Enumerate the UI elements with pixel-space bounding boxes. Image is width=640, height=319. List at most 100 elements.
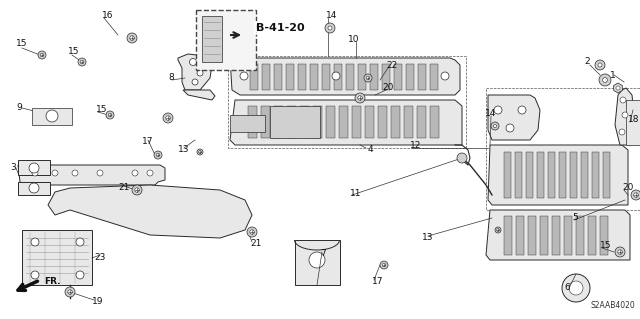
Circle shape xyxy=(154,151,162,159)
Circle shape xyxy=(309,252,325,268)
Text: 15: 15 xyxy=(600,241,611,250)
Text: 18: 18 xyxy=(628,115,639,124)
Circle shape xyxy=(198,151,202,153)
Circle shape xyxy=(76,238,84,246)
Circle shape xyxy=(106,111,114,119)
Circle shape xyxy=(619,129,625,135)
Polygon shape xyxy=(504,152,511,198)
Circle shape xyxy=(441,72,449,80)
Circle shape xyxy=(491,122,499,130)
Circle shape xyxy=(240,72,248,80)
Polygon shape xyxy=(334,64,342,90)
Text: 9: 9 xyxy=(16,103,22,113)
Polygon shape xyxy=(298,64,306,90)
Circle shape xyxy=(457,153,467,163)
Polygon shape xyxy=(516,216,524,255)
Circle shape xyxy=(76,271,84,279)
Circle shape xyxy=(495,227,501,233)
Polygon shape xyxy=(262,64,270,90)
Polygon shape xyxy=(515,152,522,198)
Circle shape xyxy=(29,163,39,173)
Polygon shape xyxy=(248,106,257,138)
Circle shape xyxy=(130,36,134,40)
Polygon shape xyxy=(270,106,320,138)
Circle shape xyxy=(80,60,84,64)
Polygon shape xyxy=(352,106,361,138)
Circle shape xyxy=(631,190,640,200)
Text: 21: 21 xyxy=(118,182,129,191)
Circle shape xyxy=(156,153,160,157)
Text: 14: 14 xyxy=(485,109,497,118)
Polygon shape xyxy=(394,64,402,90)
Polygon shape xyxy=(417,106,426,138)
Text: 15: 15 xyxy=(68,48,79,56)
Polygon shape xyxy=(48,185,252,238)
Circle shape xyxy=(328,26,332,30)
Text: 22: 22 xyxy=(386,62,397,70)
Polygon shape xyxy=(603,152,610,198)
Polygon shape xyxy=(581,152,588,198)
Circle shape xyxy=(32,170,38,176)
Polygon shape xyxy=(230,115,265,132)
Circle shape xyxy=(68,290,72,294)
Circle shape xyxy=(132,170,138,176)
Text: 13: 13 xyxy=(422,234,433,242)
Polygon shape xyxy=(18,182,50,195)
Text: 23: 23 xyxy=(94,253,106,262)
Polygon shape xyxy=(552,216,560,255)
Circle shape xyxy=(493,124,497,128)
Polygon shape xyxy=(295,240,340,285)
Circle shape xyxy=(192,79,198,85)
Circle shape xyxy=(72,170,78,176)
Polygon shape xyxy=(626,100,640,145)
Polygon shape xyxy=(570,152,577,198)
Text: 3: 3 xyxy=(10,164,16,173)
Circle shape xyxy=(494,106,502,114)
Circle shape xyxy=(135,188,140,192)
Bar xyxy=(196,10,256,70)
Text: 10: 10 xyxy=(348,35,360,44)
Circle shape xyxy=(355,93,365,103)
Polygon shape xyxy=(488,95,540,140)
Circle shape xyxy=(31,271,39,279)
Polygon shape xyxy=(615,88,634,145)
Text: FR.: FR. xyxy=(44,277,61,286)
Polygon shape xyxy=(406,64,414,90)
Polygon shape xyxy=(230,58,460,95)
Polygon shape xyxy=(391,106,400,138)
Text: 7: 7 xyxy=(320,249,326,258)
Text: 21: 21 xyxy=(250,240,261,249)
Circle shape xyxy=(382,263,386,267)
Polygon shape xyxy=(382,64,390,90)
Polygon shape xyxy=(261,106,270,138)
Text: 13: 13 xyxy=(178,145,189,154)
Circle shape xyxy=(616,86,620,90)
Circle shape xyxy=(189,58,196,65)
Polygon shape xyxy=(287,106,296,138)
Circle shape xyxy=(622,112,628,118)
Polygon shape xyxy=(286,64,294,90)
Text: 1: 1 xyxy=(610,70,616,79)
Polygon shape xyxy=(404,106,413,138)
Circle shape xyxy=(325,23,335,33)
Polygon shape xyxy=(346,64,354,90)
Circle shape xyxy=(38,51,46,59)
Text: 20: 20 xyxy=(382,84,394,93)
Polygon shape xyxy=(378,106,387,138)
Polygon shape xyxy=(600,216,608,255)
Text: B-41-20: B-41-20 xyxy=(256,23,305,33)
Circle shape xyxy=(618,250,622,254)
Polygon shape xyxy=(300,106,309,138)
Text: 15: 15 xyxy=(96,106,108,115)
Polygon shape xyxy=(230,100,462,145)
Text: 14: 14 xyxy=(326,11,337,20)
Circle shape xyxy=(31,238,39,246)
Circle shape xyxy=(332,72,340,80)
Text: 4: 4 xyxy=(368,145,374,154)
Polygon shape xyxy=(486,210,630,260)
Polygon shape xyxy=(178,54,212,90)
Polygon shape xyxy=(559,152,566,198)
Circle shape xyxy=(78,58,86,66)
Polygon shape xyxy=(250,64,258,90)
Circle shape xyxy=(40,53,44,57)
